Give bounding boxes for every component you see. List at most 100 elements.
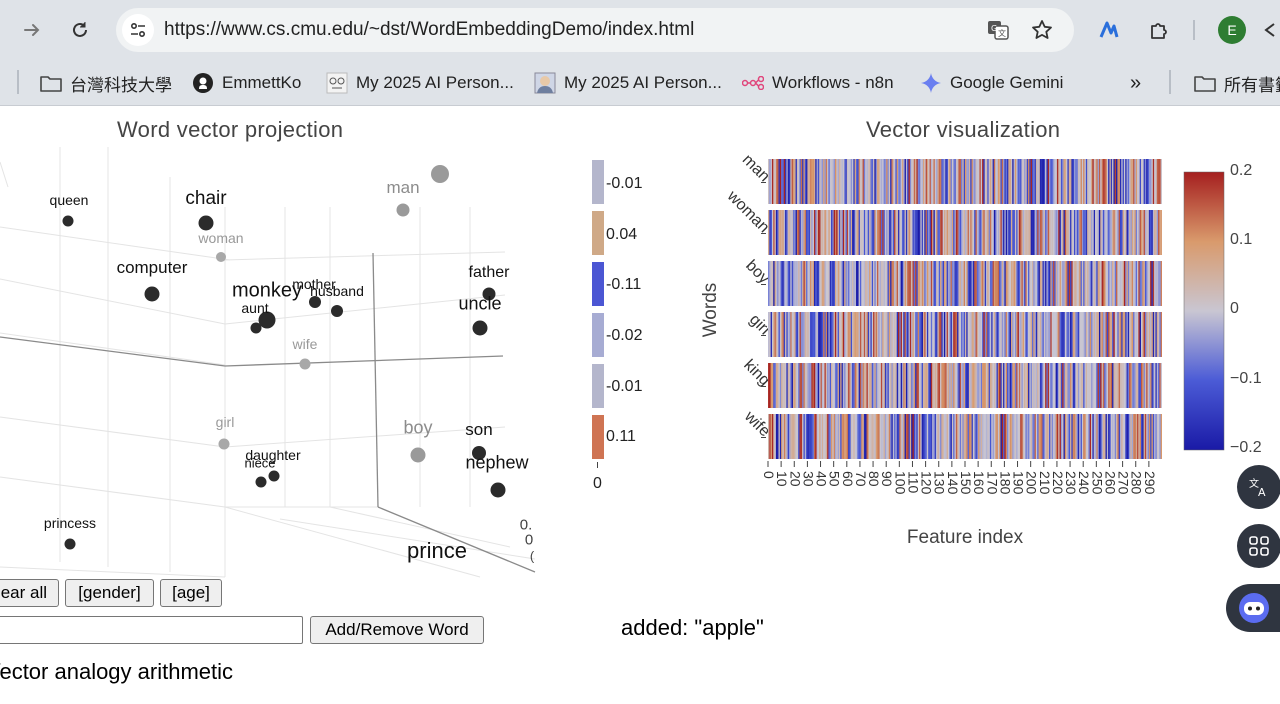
word-label-wife: wife <box>292 336 318 352</box>
word-label-chair: chair <box>185 188 227 209</box>
word-dot-father[interactable] <box>482 287 496 301</box>
address-bar[interactable]: https://www.cs.cmu.edu/~dst/WordEmbeddin… <box>116 8 1074 52</box>
assistant-fab[interactable] <box>1226 584 1280 632</box>
bookmark-google-gemini[interactable]: Google Gemini <box>920 70 1063 96</box>
profile-avatar[interactable]: E <box>1218 16 1246 44</box>
x-tick-label: 280 <box>1129 471 1145 495</box>
avatar-icon <box>534 72 556 94</box>
bookmark-folder-ntust[interactable]: 台灣科技大學 <box>40 70 172 96</box>
bookmark-label: My 2025 AI Person... <box>356 73 514 92</box>
clear-all-button[interactable]: Clear all <box>0 579 59 607</box>
component-value-0: -0.01 <box>606 175 643 192</box>
extensions-button[interactable] <box>1143 14 1175 46</box>
word-dot-uncle[interactable] <box>472 320 488 336</box>
bookmark-ai-persona-2[interactable]: My 2025 AI Person... <box>534 70 722 96</box>
axis-tick-fragment: ( <box>529 548 535 564</box>
heatmap-row-tick <box>761 385 766 387</box>
word-dot-son[interactable] <box>472 446 486 460</box>
colorbar-tick-label: −0.2 <box>1230 439 1262 456</box>
x-tick-label: 50 <box>827 471 843 487</box>
projection-3d-scene[interactable] <box>0 147 540 617</box>
heatmap-row-man <box>768 159 1162 204</box>
word-label-aunt: aunt <box>241 300 269 316</box>
word-dot-monkey[interactable] <box>258 311 276 329</box>
age-button[interactable]: [age] <box>160 579 222 607</box>
word-label-queen: queen <box>49 192 89 208</box>
word-dot-husband[interactable] <box>331 305 343 317</box>
bookmark-ai-persona-1[interactable]: My 2025 AI Person... <box>326 70 514 96</box>
word-dot-chair[interactable] <box>198 215 214 231</box>
word-label-prince: prince <box>407 538 467 563</box>
x-tick-label: 100 <box>892 471 908 495</box>
vector-viz-title: Vector visualization <box>866 117 1061 142</box>
browser-toolbar: https://www.cs.cmu.edu/~dst/WordEmbeddin… <box>0 0 1280 60</box>
word-dot-daughter[interactable] <box>268 470 280 482</box>
word-dot-woman[interactable] <box>216 252 226 262</box>
word-label-father: father <box>468 264 510 281</box>
more-bookmarks-button[interactable]: » <box>1130 70 1141 96</box>
apps-fab[interactable] <box>1237 524 1280 568</box>
component-value-5: 0.11 <box>606 428 636 445</box>
word-dot-princess[interactable] <box>64 538 76 550</box>
colorbar-tick-label: 0 <box>1230 300 1239 317</box>
word-dot-queen[interactable] <box>62 215 74 227</box>
x-tick-label: 130 <box>932 471 948 495</box>
word-label-princess: princess <box>43 515 97 531</box>
colorbar-tick-label: 0.1 <box>1230 231 1253 248</box>
word-dot-niece[interactable] <box>255 476 267 488</box>
bookmark-all-bookmarks[interactable]: 所有書籤 <box>1194 70 1280 96</box>
word-label-nephew: nephew <box>465 452 529 473</box>
heatmap-row-label-woman: woman <box>724 187 773 236</box>
bookmarks-right-divider <box>1169 70 1171 94</box>
svg-text:文: 文 <box>1249 477 1259 490</box>
heatmap-row-wife <box>768 414 1162 459</box>
n8n-extension-icon <box>1099 21 1119 38</box>
word-dot-nephew[interactable] <box>490 482 506 498</box>
site-info-icon <box>130 22 146 38</box>
vector-heatmap[interactable] <box>768 159 1162 459</box>
vector-viz-ylabel: Words <box>700 282 721 338</box>
word-dot-wife[interactable] <box>299 358 311 370</box>
bookmark-emmettko[interactable]: EmmettKo <box>192 70 301 96</box>
bookmark-n8n-workflows[interactable]: Workflows - n8n <box>742 70 894 96</box>
word-dot-mother[interactable] <box>309 296 321 308</box>
x-tick-label: 260 <box>1102 471 1118 495</box>
reload-button[interactable] <box>64 14 96 46</box>
translate-icon: G文 <box>988 21 1009 40</box>
word-label-girl: girl <box>215 414 235 430</box>
word-dot-man-1[interactable] <box>431 165 449 183</box>
site-info-button[interactable] <box>122 14 154 46</box>
component-zero-tick <box>597 462 598 468</box>
bookmarks-left-divider <box>17 70 19 94</box>
n8n-extension-button[interactable] <box>1093 14 1125 46</box>
word-dot-computer[interactable] <box>144 286 160 302</box>
x-tick-label: 180 <box>997 471 1013 495</box>
axis-tick-fragment: 0. <box>519 516 533 534</box>
word-label-monkey: monkey <box>231 279 303 302</box>
word-dot-aunt[interactable] <box>250 322 262 334</box>
x-tick-label: 80 <box>866 471 882 487</box>
component-swatch-3 <box>592 313 604 357</box>
word-label-woman: woman <box>198 230 244 246</box>
page-content: Word vector projection <box>0 107 1280 704</box>
extensions-puzzle-icon <box>1151 23 1167 39</box>
forward-button[interactable] <box>16 14 48 46</box>
bookmark-label: EmmettKo <box>222 73 302 92</box>
word-input[interactable] <box>0 616 303 644</box>
partial-menu-icon <box>1264 23 1275 37</box>
heatmap-row-woman <box>768 210 1162 255</box>
menu-button-partial[interactable] <box>1264 14 1280 46</box>
word-label-man: man <box>386 178 420 197</box>
vector-viz-xlabel: Feature index <box>906 527 1024 548</box>
word-dot-boy[interactable] <box>410 447 426 463</box>
gender-button[interactable]: [gender] <box>65 579 154 607</box>
heatmap-row-tick <box>761 436 766 438</box>
word-dot-man-2[interactable] <box>396 203 410 217</box>
component-value-4: -0.01 <box>606 378 643 395</box>
add-remove-word-button[interactable]: Add/Remove Word <box>310 616 484 644</box>
word-dot-girl[interactable] <box>218 438 230 450</box>
bookmark-star-button[interactable] <box>1030 18 1054 42</box>
component-zero-label: 0 <box>593 475 602 492</box>
